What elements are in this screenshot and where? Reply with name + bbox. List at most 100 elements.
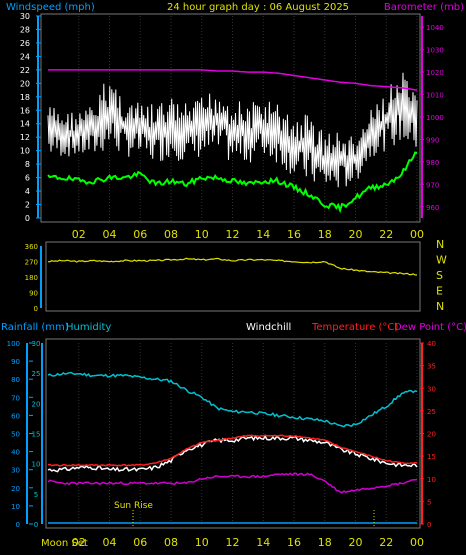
windchill-legend: Windchill bbox=[246, 322, 291, 333]
baro-y-tick-label: 1000 bbox=[426, 114, 444, 122]
wind-average-series bbox=[47, 151, 418, 214]
temp-y-tick-label: 30 bbox=[427, 385, 436, 393]
x-tick-label: 18 bbox=[318, 228, 332, 241]
x-tick-label: 04 bbox=[103, 536, 117, 549]
temp-y-tick-label: 20 bbox=[427, 431, 436, 439]
temp-y-tick-label: 10 bbox=[427, 476, 436, 484]
humidity-series bbox=[47, 371, 418, 428]
x-tick-label: 12 bbox=[226, 228, 240, 241]
barometer-axis-title: Barometer (mb) bbox=[384, 2, 464, 13]
wind-y-tick-label: 6 bbox=[25, 174, 30, 183]
x-tick-label: 14 bbox=[256, 228, 270, 241]
wind-y-tick-label: 16 bbox=[20, 106, 30, 115]
humidity-y-tick-label: 100 bbox=[7, 340, 20, 348]
wind-panel bbox=[40, 13, 421, 223]
x-tick-label: 00 bbox=[410, 536, 424, 549]
x-tick-label: 14 bbox=[256, 536, 270, 549]
baro-y-tick-label: 1040 bbox=[426, 24, 444, 32]
humidity-y-tick-label: 40 bbox=[11, 449, 20, 457]
x-tick-label: 12 bbox=[226, 536, 240, 549]
wind-y-tick-label: 14 bbox=[20, 120, 30, 129]
baro-y-tick-label: 990 bbox=[426, 136, 439, 144]
humidity-y-tick-label: 30 bbox=[11, 467, 20, 475]
x-tick-label: 10 bbox=[195, 536, 209, 549]
x-tick-label: 16 bbox=[287, 228, 301, 241]
wind-speed-series bbox=[47, 72, 418, 188]
direction-y-tick-label: 0 bbox=[34, 305, 38, 313]
humidity-y-tick-label: 70 bbox=[11, 394, 20, 402]
x-tick-label: 02 bbox=[72, 536, 86, 549]
x-tick-label: 04 bbox=[103, 228, 117, 241]
direction-panel bbox=[45, 241, 421, 312]
direction-y-tick-label: 180 bbox=[25, 274, 38, 282]
x-tick-label: 02 bbox=[72, 228, 86, 241]
humidity-axis-title: Humidity bbox=[66, 322, 111, 333]
temperature-axis-title: Temperature (°C) bbox=[311, 322, 398, 333]
wind-y-tick-label: 18 bbox=[20, 93, 30, 102]
temp-y-tick-label: 35 bbox=[427, 363, 436, 371]
rainfall-axis-title: Rainfall (mm) bbox=[1, 322, 69, 333]
wind-y-tick-label: 4 bbox=[25, 187, 30, 196]
rain-y-tick-label: 30 bbox=[32, 340, 41, 348]
temperature-series bbox=[47, 434, 418, 467]
x-tick-label: 20 bbox=[349, 228, 363, 241]
compass-label: N bbox=[436, 300, 444, 313]
direction-y-tick-label: 90 bbox=[29, 290, 38, 298]
barometer-series bbox=[48, 69, 418, 91]
windchill-series bbox=[47, 434, 418, 473]
temp-y-tick-label: 15 bbox=[427, 453, 436, 461]
x-tick-label: 10 bbox=[195, 228, 209, 241]
temp-y-tick-label: 5 bbox=[427, 498, 431, 506]
x-tick-label: 06 bbox=[133, 228, 147, 241]
chart-title: 24 hour graph day : 06 August 2025 bbox=[167, 2, 349, 13]
rain-y-tick-label: 0 bbox=[34, 521, 38, 529]
wind-y-tick-label: 28 bbox=[20, 25, 30, 34]
compass-label: N bbox=[436, 238, 444, 251]
wind-y-tick-label: 0 bbox=[25, 214, 30, 223]
temp-y-tick-label: 40 bbox=[427, 340, 436, 348]
x-tick-label: 16 bbox=[287, 536, 301, 549]
wind-y-tick-label: 20 bbox=[20, 79, 30, 88]
wind-direction-series bbox=[47, 257, 418, 276]
compass-label: S bbox=[436, 269, 443, 282]
humidity-y-tick-label: 0 bbox=[16, 521, 20, 529]
temp-y-tick-label: 25 bbox=[427, 408, 436, 416]
sun-rise-label: Sun Rise bbox=[114, 501, 153, 511]
wind-y-tick-label: 8 bbox=[25, 160, 30, 169]
x-tick-label: 22 bbox=[379, 536, 393, 549]
baro-y-tick-label: 960 bbox=[426, 204, 439, 212]
humidity-y-tick-label: 60 bbox=[11, 412, 20, 420]
rain-y-tick-label: 15 bbox=[32, 431, 41, 439]
wind-y-tick-label: 26 bbox=[20, 39, 30, 48]
humidity-y-tick-label: 10 bbox=[11, 503, 20, 511]
humidity-y-tick-label: 90 bbox=[11, 358, 20, 366]
x-tick-label: 08 bbox=[164, 536, 178, 549]
x-tick-label: 00 bbox=[410, 228, 424, 241]
wind-y-tick-label: 12 bbox=[20, 133, 30, 142]
x-tick-label: 06 bbox=[133, 536, 147, 549]
temp-y-tick-label: 0 bbox=[427, 521, 431, 529]
direction-y-tick-label: 360 bbox=[25, 243, 38, 251]
compass-label: W bbox=[436, 254, 447, 267]
dewpoint-axis-title: Dew Point (°C) bbox=[394, 322, 466, 333]
wind-y-tick-label: 10 bbox=[20, 147, 30, 156]
humidity-y-tick-label: 20 bbox=[11, 485, 20, 493]
wind-y-tick-label: 24 bbox=[20, 52, 30, 61]
baro-y-tick-label: 980 bbox=[426, 159, 439, 167]
baro-y-tick-label: 1030 bbox=[426, 47, 444, 55]
wind-y-tick-label: 30 bbox=[20, 12, 30, 21]
rain-y-tick-label: 25 bbox=[32, 370, 41, 378]
rain-y-tick-label: 20 bbox=[32, 400, 41, 408]
dewpoint-series bbox=[47, 472, 418, 494]
rain-y-tick-label: 5 bbox=[34, 491, 38, 499]
moon-set-label: Moon Set bbox=[41, 538, 88, 549]
x-tick-label: 22 bbox=[379, 228, 393, 241]
baro-y-tick-label: 1020 bbox=[426, 69, 444, 77]
humidity-y-tick-label: 50 bbox=[11, 431, 20, 439]
x-tick-label: 08 bbox=[164, 228, 178, 241]
x-tick-label: 18 bbox=[318, 536, 332, 549]
x-tick-label: 20 bbox=[349, 536, 363, 549]
humidity-y-tick-label: 80 bbox=[11, 376, 20, 384]
wind-y-tick-label: 2 bbox=[25, 201, 30, 210]
